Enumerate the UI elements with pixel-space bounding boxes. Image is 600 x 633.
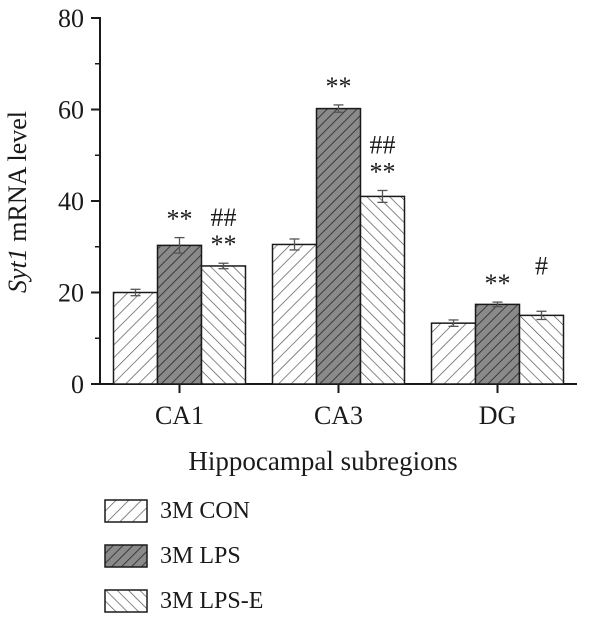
- significance-marker: ##: [211, 203, 237, 232]
- bar-3m-lps-dg: [474, 303, 521, 385]
- significance-marker: **: [485, 269, 511, 298]
- x-tick-label: DG: [479, 401, 517, 430]
- bar-3m-lps-e-ca3: [359, 195, 406, 385]
- legend-item-con: 3M CON: [104, 498, 263, 524]
- bars: [112, 107, 565, 385]
- legend: 3M CON 3M LPS 3M LPS-E: [104, 498, 263, 633]
- x-ticks: CA1 CA3 DG: [155, 384, 516, 430]
- y-tick-label: 40: [58, 187, 84, 216]
- legend-item-lps-e: 3M LPS-E: [104, 588, 263, 614]
- significance-marker: **: [211, 230, 237, 259]
- bar-3m-lps-e-dg: [518, 314, 565, 385]
- bar-3m-con-dg: [430, 322, 477, 385]
- significance-marker: **: [167, 205, 193, 234]
- significance-marker: #: [535, 251, 548, 280]
- error-bars: [130, 104, 547, 328]
- legend-swatch-lps: [104, 544, 148, 568]
- y-tick-label: 0: [71, 370, 84, 399]
- legend-label-con: 3M CON: [160, 498, 251, 524]
- x-tick-label: CA3: [314, 401, 363, 430]
- significance-marker: **: [370, 157, 396, 186]
- bar-3m-lps-ca3: [315, 107, 362, 385]
- legend-swatch-con: [104, 499, 148, 523]
- significance-marker: **: [326, 72, 352, 101]
- y-tick-label: 20: [58, 279, 84, 308]
- bar-3m-con-ca3: [271, 243, 318, 385]
- y-tick-label: 80: [58, 4, 84, 33]
- significance-marker: ##: [370, 130, 396, 159]
- bar-3m-lps-e-ca1: [200, 265, 247, 385]
- y-axis-label: Syt1 mRNA level: [3, 111, 32, 293]
- x-tick-label: CA1: [155, 401, 204, 430]
- y-tick-label: 60: [58, 96, 84, 125]
- x-axis-label: Hippocampal subregions: [188, 446, 457, 476]
- legend-item-lps: 3M LPS: [104, 543, 263, 569]
- legend-label-lps-e: 3M LPS-E: [160, 588, 264, 614]
- bar-3m-con-ca1: [112, 291, 159, 385]
- legend-label-lps: 3M LPS: [160, 543, 241, 569]
- legend-swatch-lps-e: [104, 589, 148, 613]
- significance-annotations: ****##****##**#: [167, 72, 549, 298]
- y-ticks: 0 20 40 60 80: [58, 4, 100, 399]
- bar-3m-lps-ca1: [156, 244, 203, 385]
